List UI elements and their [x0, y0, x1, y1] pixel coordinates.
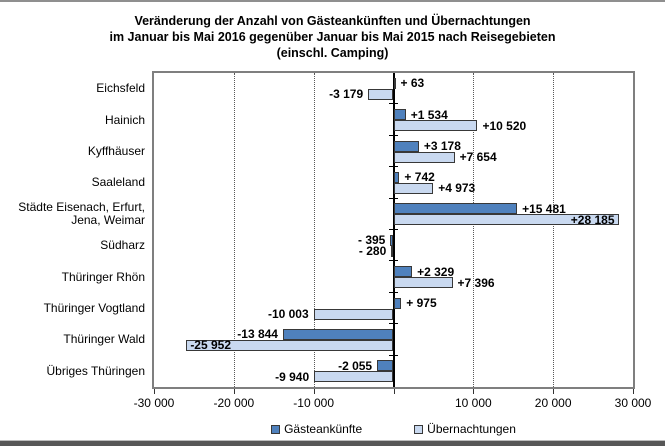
- bar-value-label: -10 003: [267, 307, 309, 321]
- category-label: Thüringer Rhön: [61, 269, 145, 284]
- bar-value-label: -9 940: [275, 369, 310, 384]
- bar-uebernachtungen: [391, 245, 394, 257]
- legend-label-gaesteankuenfte: Gästeankünfte: [284, 422, 363, 436]
- bar-uebernachtungen: [368, 88, 394, 100]
- bar-gaesteankuenfte: [393, 140, 419, 152]
- category-label: Hainich: [104, 112, 145, 127]
- bar-value-label: -25 952: [190, 338, 232, 353]
- category-label: Eichsfeld: [96, 81, 145, 96]
- bar-value-label: - 280: [358, 244, 387, 259]
- x-axis-tick: [633, 389, 634, 394]
- bar-value-label: +28 185: [570, 212, 615, 227]
- bar-value-label: + 975: [406, 296, 437, 310]
- legend-item-gaesteankuenfte: Gästeankünfte: [271, 422, 362, 436]
- chart-title-line-2: im Januar bis Mai 2016 gegenüber Januar …: [109, 30, 556, 44]
- category-label: Saaleland: [91, 175, 145, 190]
- category-label: Thüringer Vogtland: [43, 300, 145, 315]
- bar-gaesteankuenfte: [393, 297, 402, 309]
- bar-value-label: +2 329: [417, 264, 455, 279]
- bar-gaesteankuenfte: [377, 360, 394, 372]
- bar-value-label: +4 973: [438, 181, 476, 196]
- x-axis-ticks: [154, 387, 634, 394]
- bar-uebernachtungen: [393, 214, 619, 226]
- category-axis-tick: [389, 323, 398, 324]
- category-label: Städte Eisenach, Erfurt, Jena, Weimar: [18, 200, 145, 228]
- legend-swatch-gaesteankuenfte: [271, 424, 281, 434]
- window-bottom-edge-light: [0, 440, 665, 441]
- x-axis-label: -30 000: [133, 396, 175, 410]
- plot-area: + 63 -3 179 +1 534 +10 520 +3 178 +7 654 + 742…: [154, 73, 633, 387]
- bar-value-label: + 63: [400, 76, 425, 91]
- window-top-edge: [0, 0, 665, 2]
- legend-item-uebernachtungen: Übernachtungen: [414, 422, 516, 436]
- bar-uebernachtungen: [393, 151, 455, 163]
- category-axis-tick: [389, 229, 398, 230]
- category-label: Kyffhäuser: [87, 143, 145, 158]
- category-axis-tick: [389, 292, 398, 293]
- x-axis-label: 20 000: [534, 396, 572, 410]
- gridline: [473, 73, 475, 387]
- x-axis-tick: [233, 389, 235, 394]
- category-axis-tick: [389, 166, 398, 167]
- x-axis-label: 10 000: [454, 396, 492, 410]
- gridline: [553, 73, 555, 387]
- bar-value-label: -3 179: [329, 87, 364, 102]
- bar-gaesteankuenfte: [393, 203, 518, 215]
- chart-title-line-3: (einschl. Camping): [276, 46, 389, 60]
- bar-gaesteankuenfte: [393, 77, 396, 89]
- bar-gaesteankuenfte: [393, 109, 406, 121]
- category-axis-tick: [389, 355, 398, 356]
- gridline: [313, 73, 315, 387]
- bar-gaesteankuenfte: [390, 234, 394, 246]
- category-label: Thüringer Wald: [63, 332, 145, 347]
- category-label: Südharz: [100, 238, 145, 253]
- bar-gaesteankuenfte: [282, 328, 394, 340]
- bar-uebernachtungen: [314, 371, 394, 383]
- x-axis-tick-labels: -30 000 -20 000 -10 000 10 000 20 000 30 000: [134, 396, 652, 410]
- x-axis-tick: [393, 389, 395, 394]
- bar-uebernachtungen: [393, 277, 453, 289]
- x-axis-label: -20 000: [213, 396, 255, 410]
- bar-uebernachtungen: [186, 339, 394, 351]
- category-label: Übriges Thüringen: [46, 363, 145, 378]
- legend: Gästeankünfte Übernachtungen: [152, 421, 635, 437]
- bar-gaesteankuenfte: [393, 171, 400, 183]
- x-axis-tick: [313, 389, 315, 394]
- bar-value-label: +15 481: [522, 201, 566, 216]
- bar-value-label: -13 844: [237, 327, 278, 342]
- category-axis-tick: [389, 198, 398, 199]
- window-bottom-edge: [0, 441, 665, 446]
- gridline: [233, 73, 235, 387]
- bar-value-label: +3 178: [423, 139, 461, 153]
- bar-uebernachtungen: [393, 120, 478, 132]
- x-axis-label: -10 000: [293, 396, 334, 410]
- bar-value-label: + 742: [404, 170, 435, 185]
- chart-title-line-1: Veränderung der Anzahl von Gästeankünfte…: [134, 14, 531, 28]
- category-axis-tick: [389, 260, 398, 261]
- zero-axis-line: [392, 73, 395, 387]
- plot-area-border: + 63 -3 179 +1 534 +10 520 +3 178 +7 654 + 742…: [152, 71, 635, 389]
- bar-uebernachtungen: [313, 308, 394, 320]
- x-axis-tick: [553, 389, 555, 394]
- bar-gaesteankuenfte: [393, 266, 413, 278]
- category-axis-tick: [389, 135, 398, 136]
- category-axis-tick: [389, 103, 398, 104]
- bar-value-label: -2 055: [338, 358, 373, 373]
- bar-uebernachtungen: [393, 182, 434, 194]
- legend-swatch-uebernachtungen: [414, 424, 424, 434]
- bar-value-label: +1 534: [410, 107, 448, 122]
- bar-value-label: +10 520: [482, 118, 527, 133]
- bar-value-label: - 395: [358, 233, 386, 248]
- bar-value-label: +7 396: [457, 275, 495, 290]
- x-axis-tick: [473, 389, 475, 394]
- x-axis-tick: [154, 389, 155, 394]
- chart-title: Veränderung der Anzahl von Gästeankünfte…: [0, 13, 665, 61]
- x-axis-label: 30 000: [614, 396, 652, 410]
- legend-label-uebernachtungen: Übernachtungen: [427, 422, 516, 436]
- bar-value-label: +7 654: [459, 150, 497, 164]
- category-axis-labels: Eichsfeld Hainich Kyffhäuser Saaleland Städt…: [4, 73, 145, 387]
